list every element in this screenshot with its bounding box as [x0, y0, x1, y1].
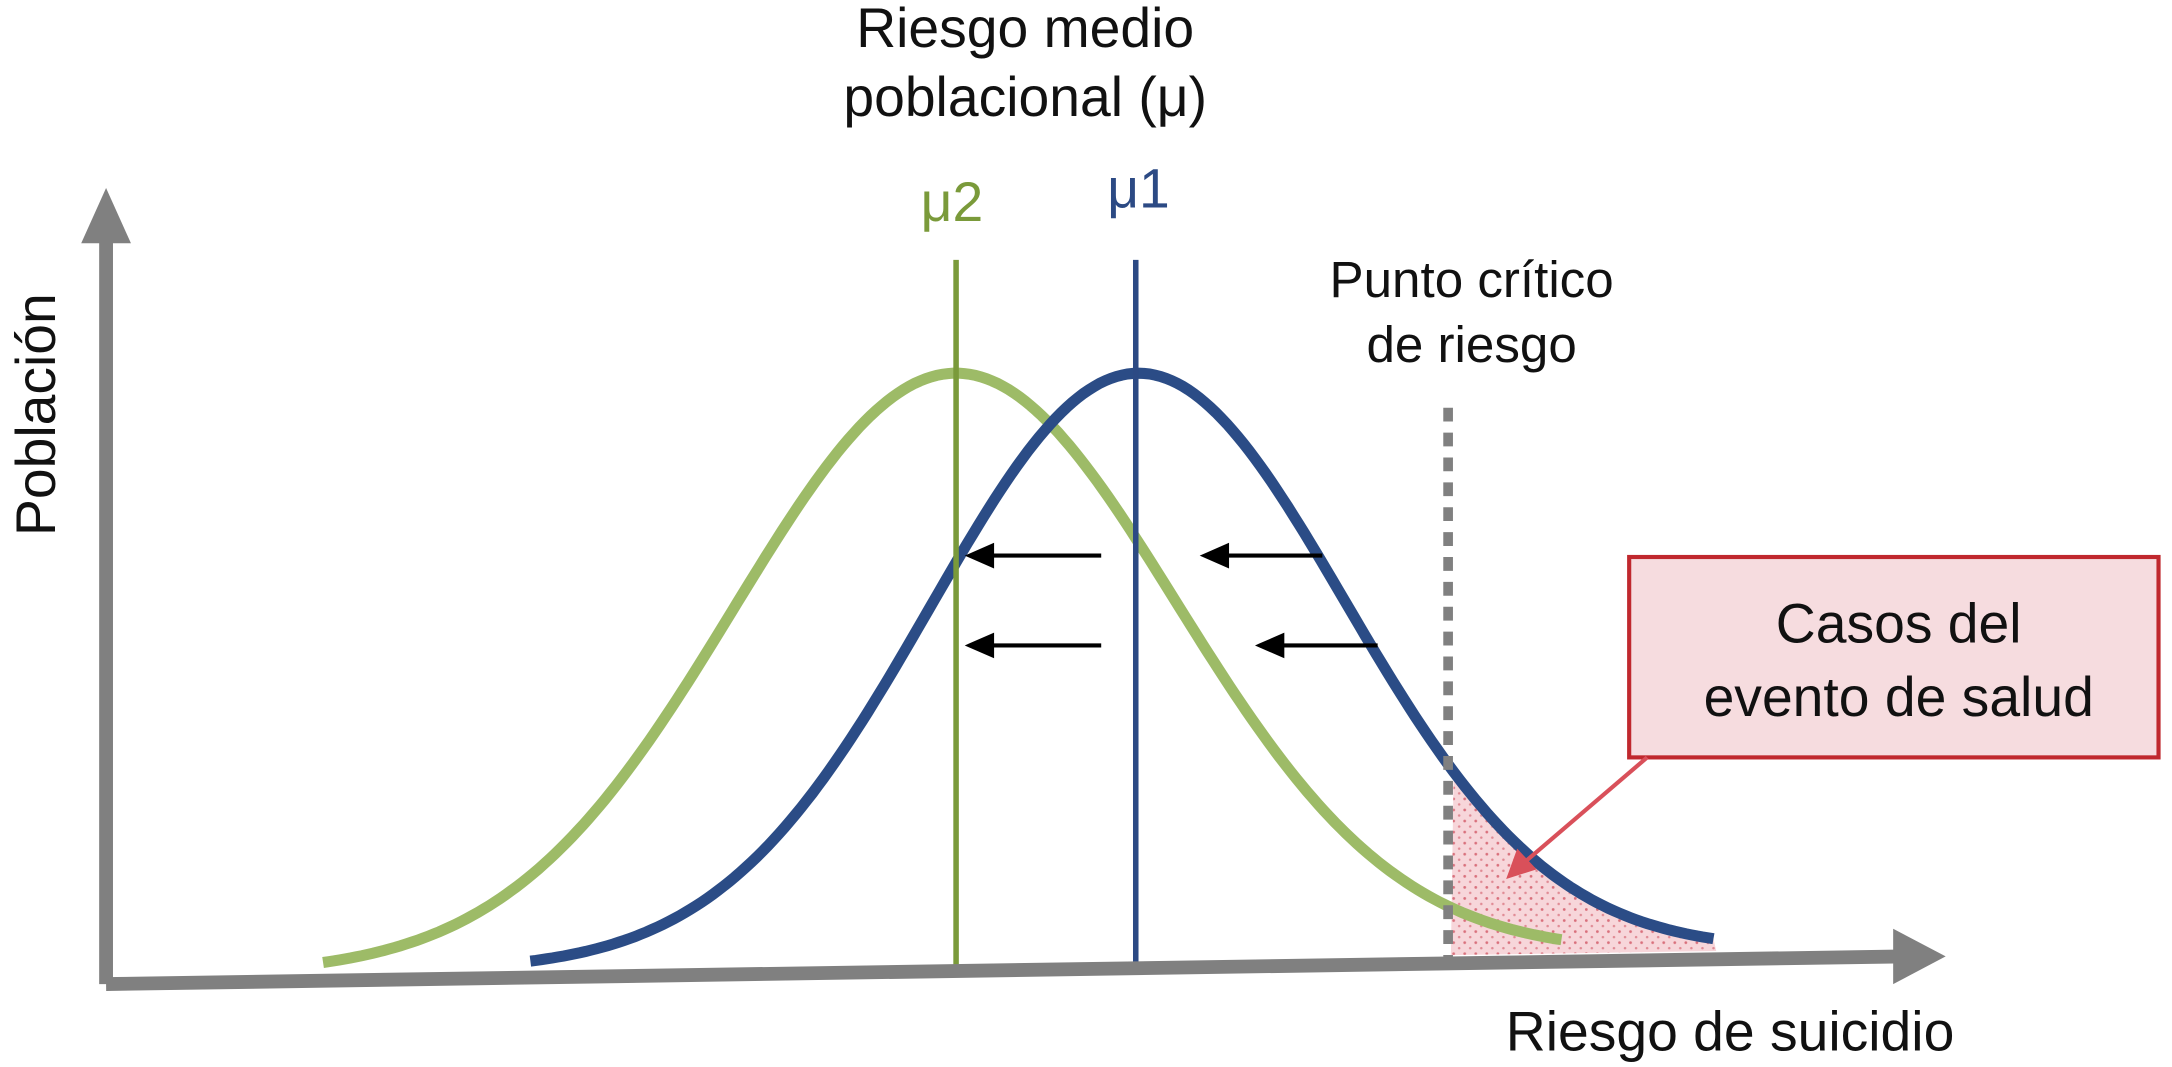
- mu1-label: μ1: [1107, 157, 1170, 219]
- cases-box: [1627, 554, 2161, 760]
- arrowhead: [964, 632, 995, 659]
- x-axis: [105, 949, 1903, 991]
- arrowhead: [1254, 632, 1285, 659]
- cases-label: evento de salud: [1704, 666, 2094, 728]
- x-axis-arrow: [1893, 928, 1946, 985]
- mu2-label: μ2: [921, 171, 984, 233]
- cases-area: [1450, 771, 1717, 956]
- y-axis-arrow: [81, 187, 131, 244]
- green-curve: [322, 367, 1563, 968]
- mean-label: Riesgo medio: [856, 0, 1194, 59]
- mean-label: poblacional (μ): [843, 66, 1207, 128]
- shift-arrows: [964, 542, 1378, 659]
- cases-pointer: [1521, 755, 1649, 866]
- critical-label: de riesgo: [1366, 316, 1576, 373]
- y-axis-label: Población: [5, 293, 67, 536]
- cases-pointer-head: [1506, 848, 1537, 880]
- arrowhead: [964, 542, 995, 569]
- cases-label: Casos del: [1776, 593, 2022, 655]
- blue-curve: [529, 367, 1715, 967]
- shapes: [81, 187, 2161, 991]
- arrowhead: [1199, 542, 1230, 569]
- critical-label: Punto crítico: [1330, 251, 1614, 308]
- x-axis-label: Riesgo de suicidio: [1506, 1000, 1955, 1062]
